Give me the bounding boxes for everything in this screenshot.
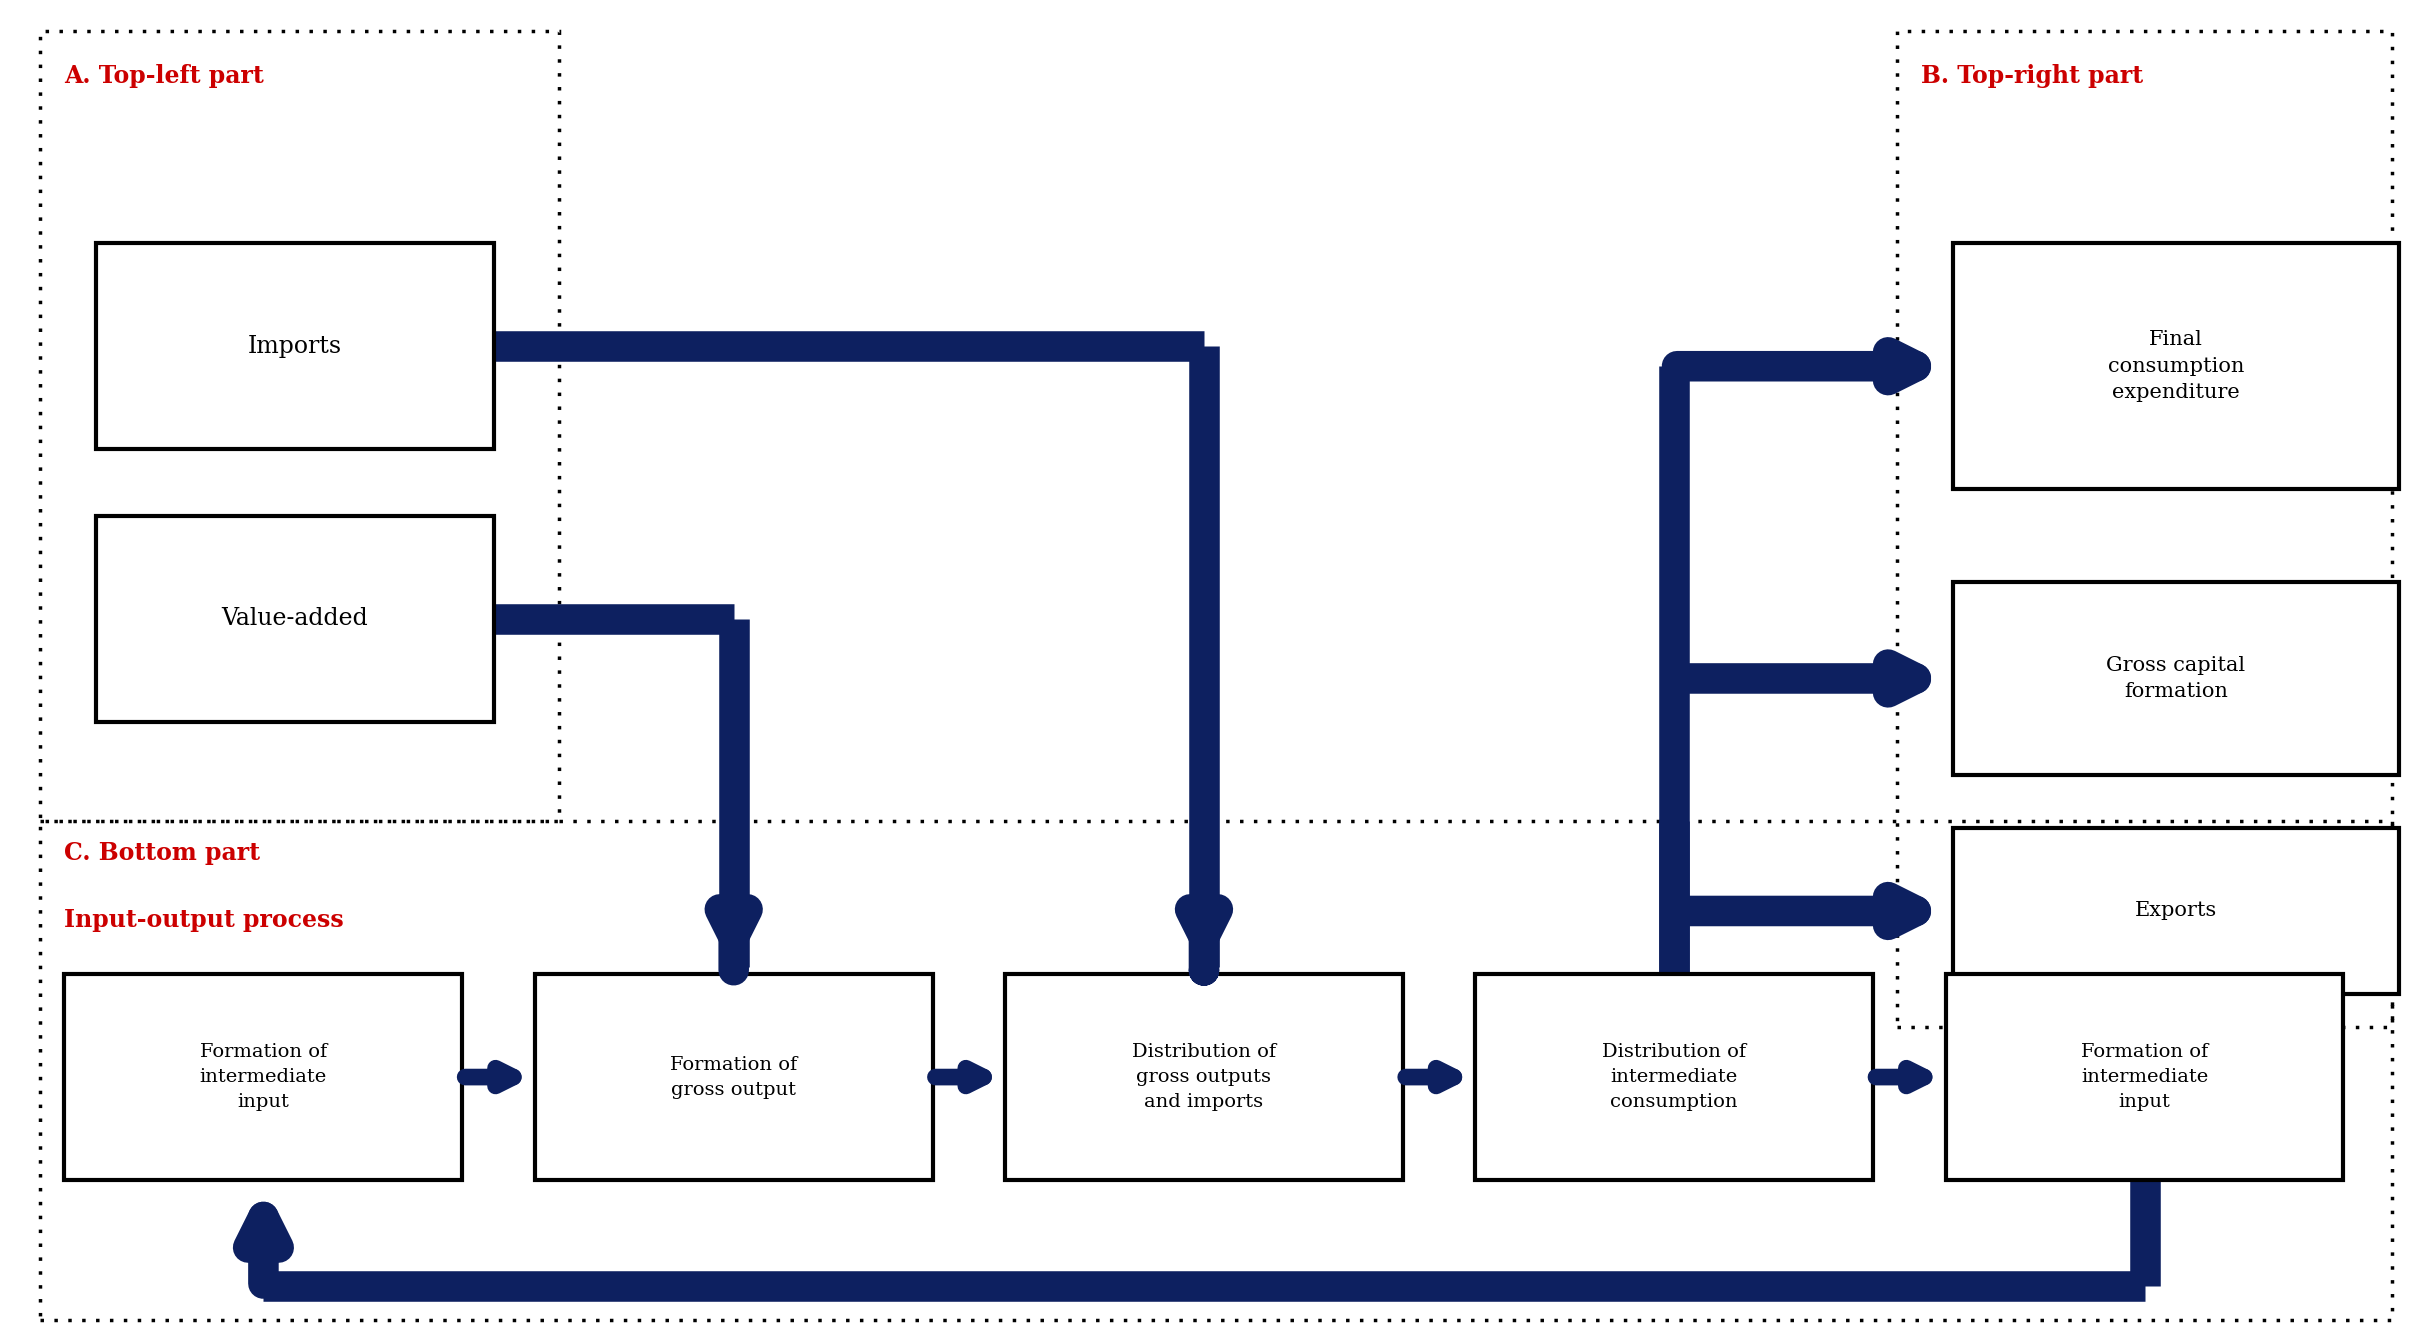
Bar — [41, 821, 2391, 1320]
Text: B. Top-right part: B. Top-right part — [1921, 64, 2144, 88]
Text: Input-output process: Input-output process — [65, 908, 344, 932]
Bar — [41, 31, 559, 821]
Text: Distribution of
intermediate
consumption: Distribution of intermediate consumption — [1602, 1043, 1747, 1111]
FancyBboxPatch shape — [97, 243, 494, 449]
Text: Distribution of
gross outputs
and imports: Distribution of gross outputs and import… — [1133, 1043, 1275, 1111]
FancyBboxPatch shape — [97, 516, 494, 722]
FancyBboxPatch shape — [1004, 975, 1404, 1181]
Text: Formation of
intermediate
input: Formation of intermediate input — [201, 1043, 327, 1111]
Text: Gross capital
formation: Gross capital formation — [2105, 655, 2246, 701]
Text: Imports: Imports — [247, 334, 341, 358]
Bar — [1897, 31, 2391, 1027]
FancyBboxPatch shape — [535, 975, 932, 1181]
Text: Value-added: Value-added — [220, 607, 368, 630]
Text: C. Bottom part: C. Bottom part — [65, 841, 261, 865]
FancyBboxPatch shape — [65, 975, 462, 1181]
FancyBboxPatch shape — [1953, 828, 2398, 993]
Text: Exports: Exports — [2134, 901, 2217, 920]
FancyBboxPatch shape — [1953, 582, 2398, 775]
FancyBboxPatch shape — [1946, 975, 2343, 1181]
FancyBboxPatch shape — [1476, 975, 1873, 1181]
Text: Formation of
intermediate
input: Formation of intermediate input — [2081, 1043, 2207, 1111]
Text: Formation of
gross output: Formation of gross output — [670, 1056, 796, 1099]
Text: A. Top-left part: A. Top-left part — [65, 64, 264, 88]
Text: Final
consumption
expenditure: Final consumption expenditure — [2108, 330, 2243, 402]
FancyBboxPatch shape — [1953, 243, 2398, 489]
